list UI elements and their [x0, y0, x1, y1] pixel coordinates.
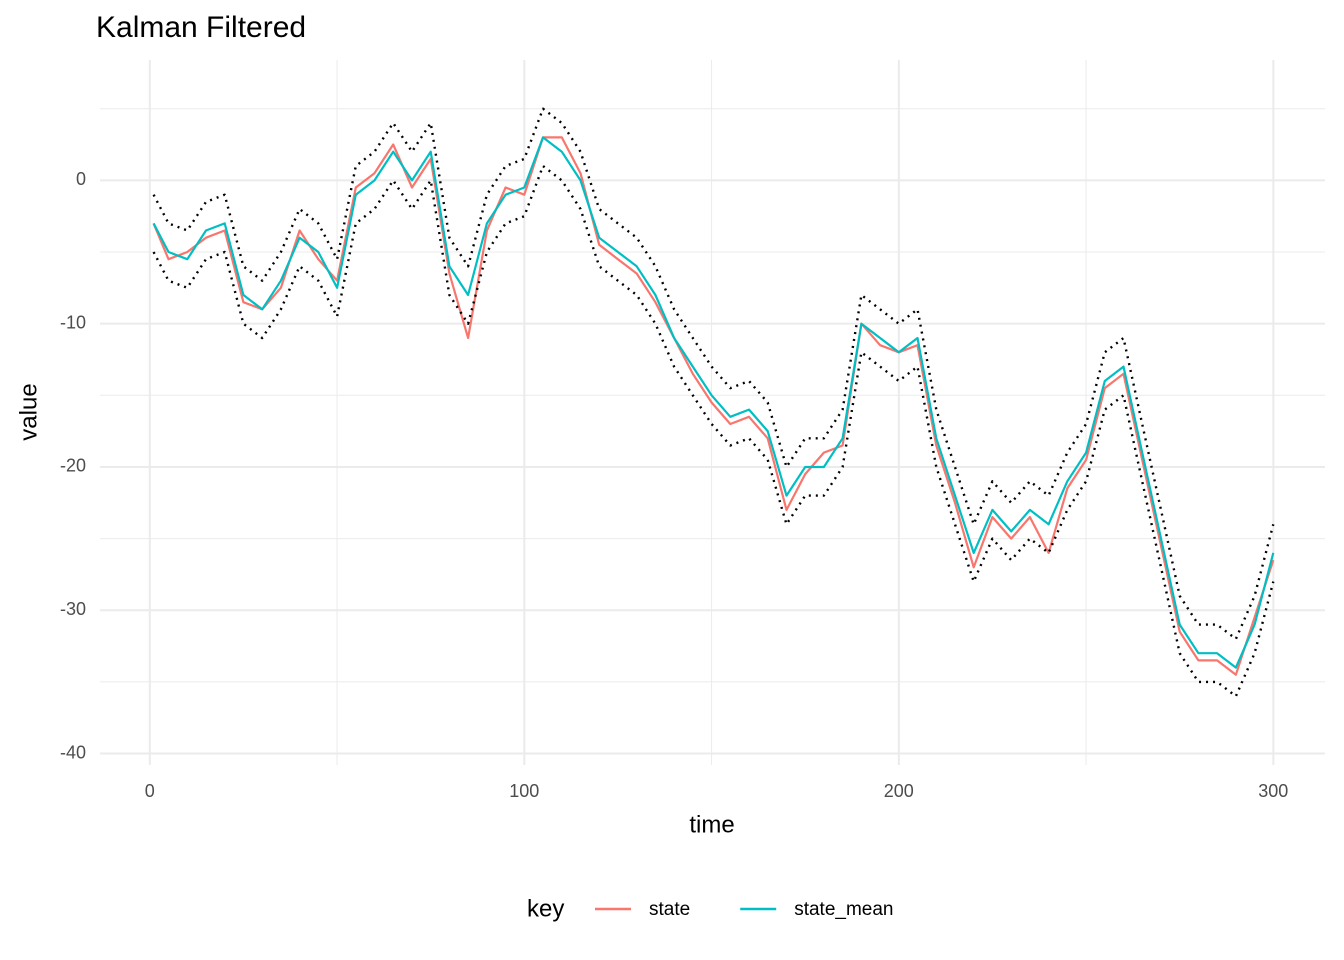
x-tick-label: 0 [145, 781, 155, 801]
band-line [152, 107, 1275, 641]
x-tick-label: 100 [509, 781, 539, 801]
y-tick-label: -40 [60, 742, 86, 762]
y-tick-label: -20 [60, 456, 86, 476]
x-tick-label: 200 [884, 781, 914, 801]
y-tick-label: -10 [60, 312, 86, 332]
series-line [152, 136, 1275, 676]
y-axis-title: value [15, 383, 42, 440]
series-line [152, 136, 1275, 669]
y-tick-label: 0 [76, 169, 86, 189]
band-line [152, 164, 1275, 698]
legend-label: state [649, 899, 690, 920]
legend-title: key [527, 895, 564, 922]
y-tick-label: -30 [60, 599, 86, 619]
legend-label: state_mean [794, 899, 893, 920]
x-axis-title: time [689, 811, 734, 838]
x-tick-label: 300 [1258, 781, 1288, 801]
chart-title: Kalman Filtered [96, 11, 306, 44]
grid [100, 60, 1325, 765]
